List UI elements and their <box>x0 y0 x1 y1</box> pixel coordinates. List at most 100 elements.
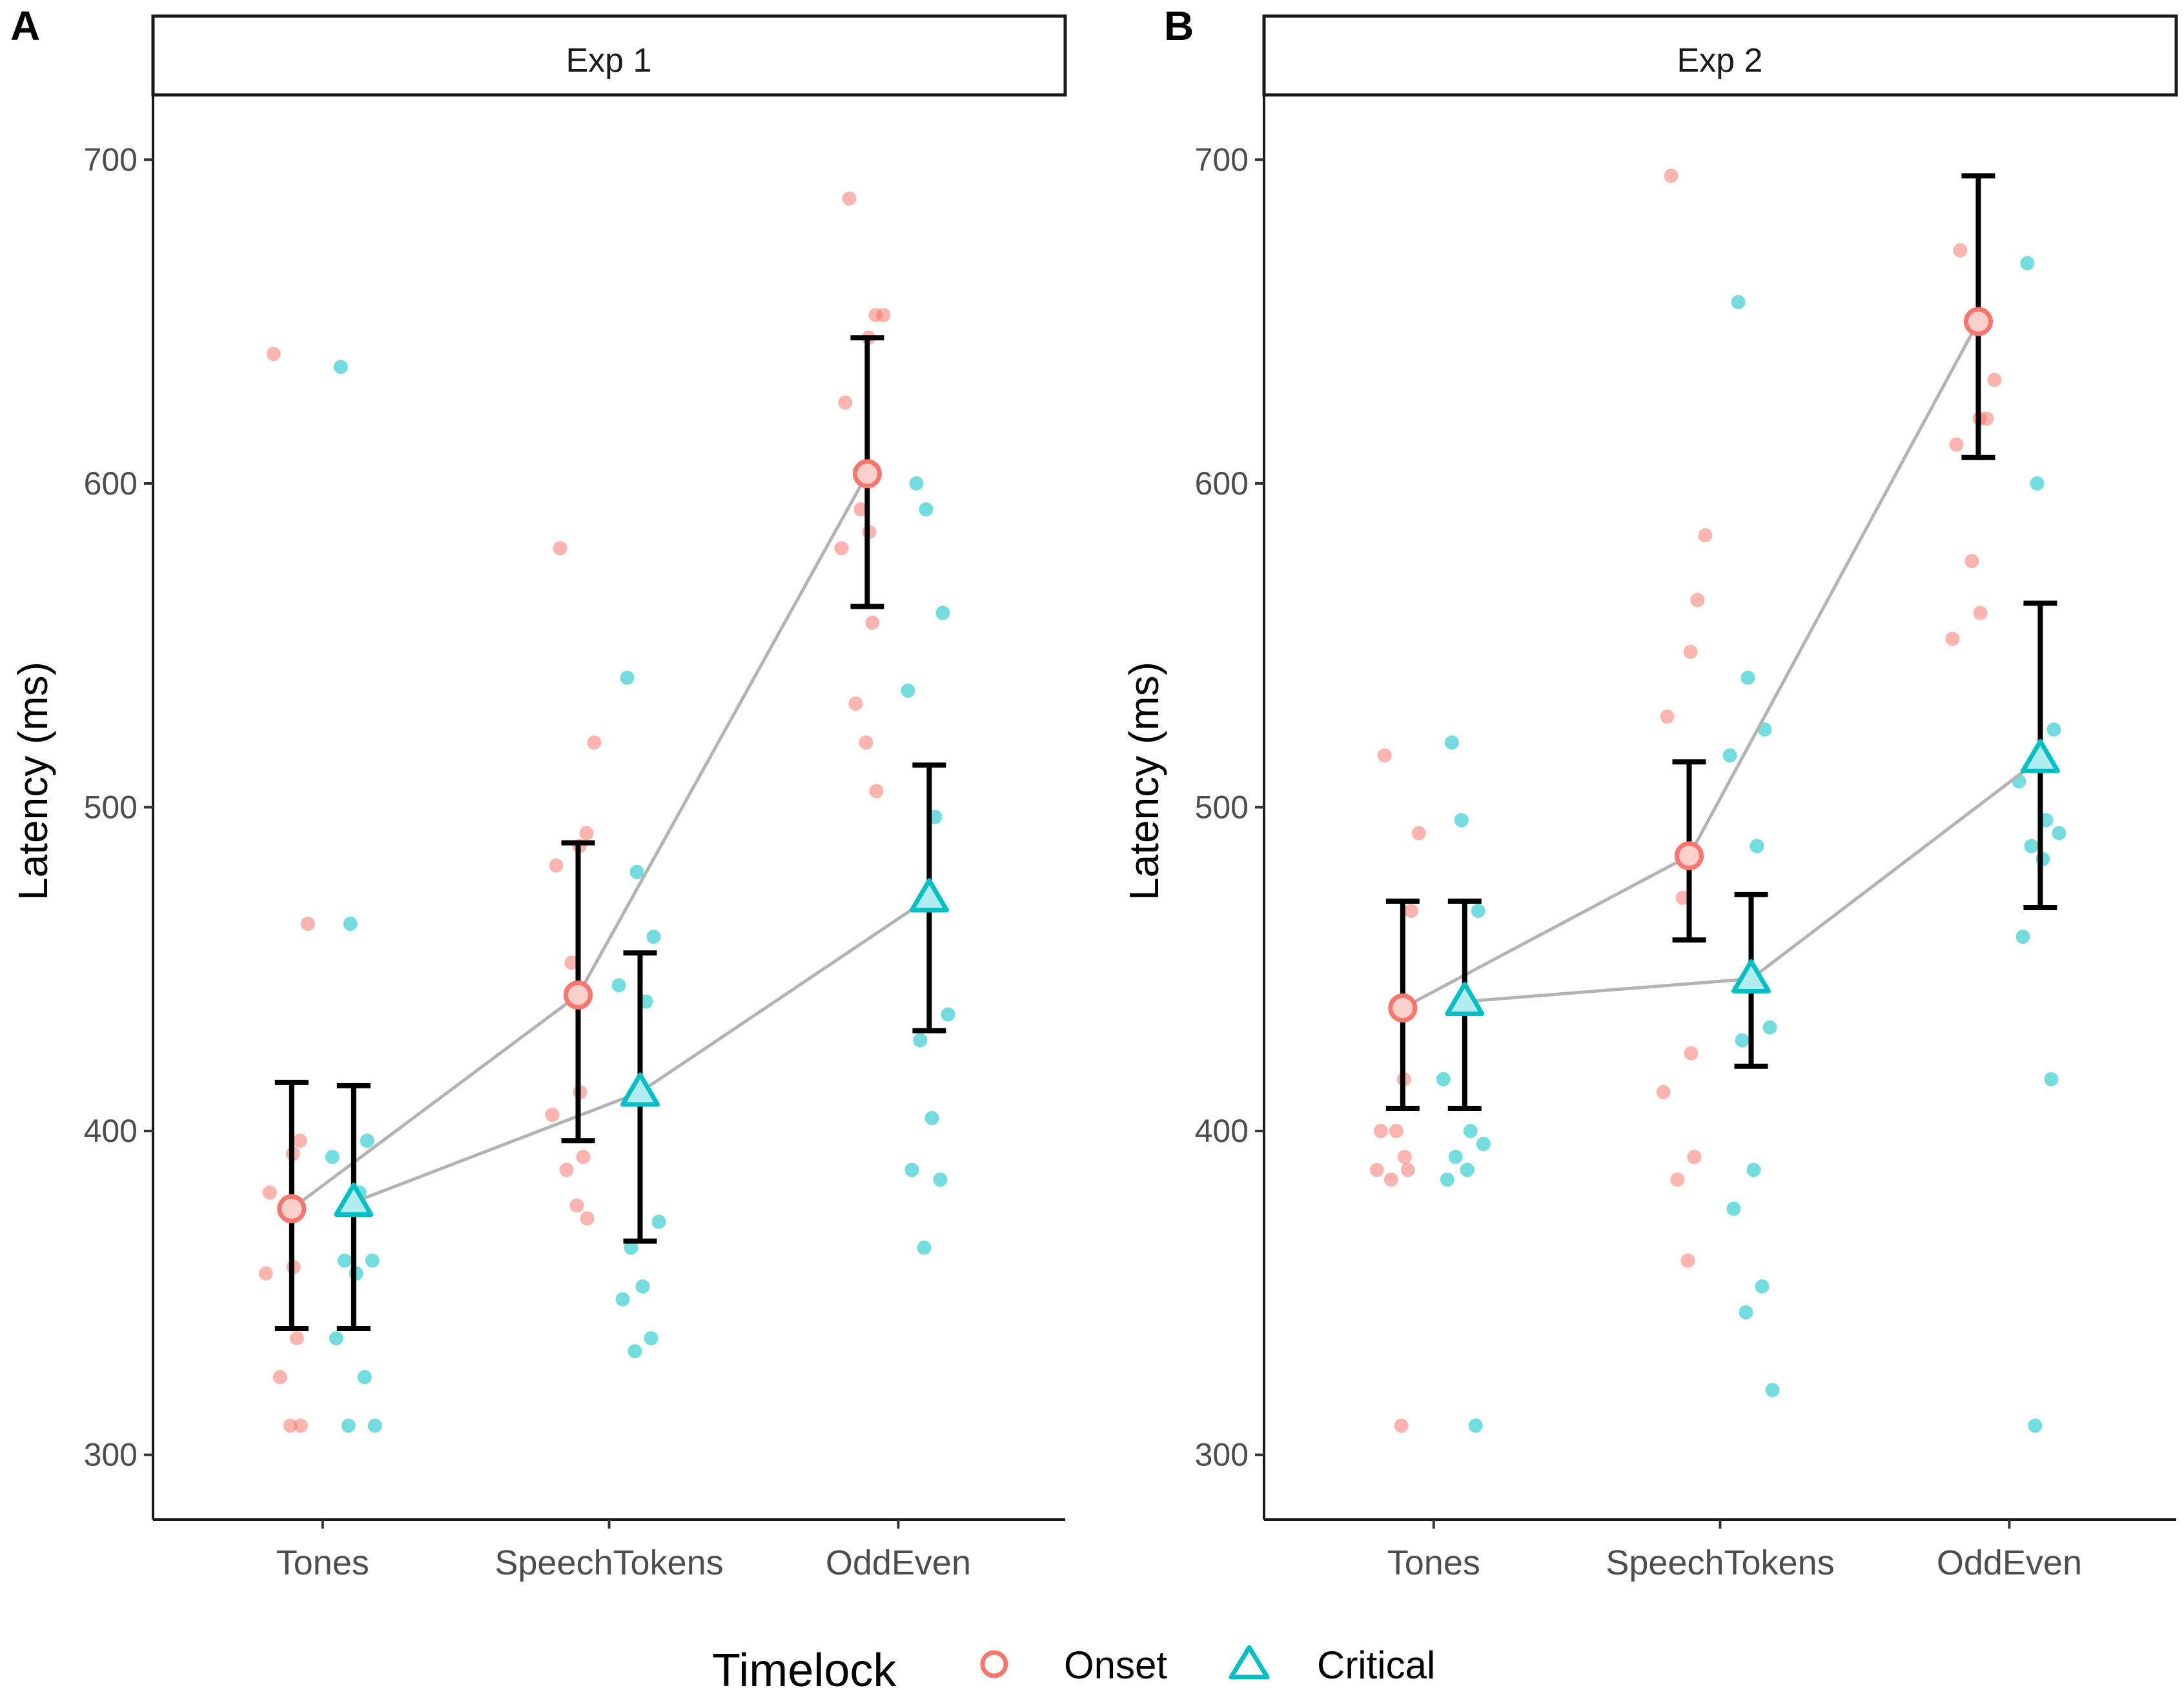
data-point-onset <box>1670 1172 1685 1187</box>
data-point-critical <box>1448 1150 1463 1165</box>
data-point-onset <box>1383 1172 1398 1187</box>
data-point-onset <box>1945 631 1960 646</box>
data-point-critical <box>1750 839 1764 853</box>
data-point-onset <box>1403 904 1418 919</box>
data-point-critical <box>941 1007 955 1022</box>
data-point-onset <box>842 191 857 206</box>
data-point-critical <box>1731 295 1746 310</box>
mean-point-critical <box>2020 738 2060 773</box>
data-point-critical <box>913 1033 928 1048</box>
mean-point-onset <box>564 980 593 1010</box>
data-point-critical <box>628 1344 642 1359</box>
data-point-critical <box>904 1163 919 1177</box>
strip-exp2 <box>1262 14 2178 97</box>
data-point-onset <box>1373 1124 1388 1139</box>
y-tick-label-500: 500 <box>1195 789 1249 826</box>
data-point-critical <box>2016 930 2030 944</box>
data-point-onset <box>865 615 880 630</box>
data-point-onset <box>1660 709 1675 724</box>
data-point-onset <box>1687 1150 1702 1165</box>
data-point-critical <box>1476 1137 1491 1152</box>
data-point-critical <box>341 1418 356 1433</box>
data-point-critical <box>2044 1072 2059 1086</box>
data-point-onset <box>1400 1163 1415 1177</box>
data-point-critical <box>615 1292 630 1307</box>
data-point-onset <box>838 395 853 410</box>
data-point-onset <box>1953 243 1968 258</box>
data-point-critical <box>1460 1163 1475 1177</box>
mean-point-critical <box>909 878 949 913</box>
data-point-critical <box>646 930 661 944</box>
x-tick-label-SpeechTokens: SpeechTokens <box>495 1543 723 1582</box>
data-point-onset <box>580 1211 595 1226</box>
data-point-onset <box>258 1266 273 1281</box>
data-point-onset <box>300 917 315 932</box>
y-tick-label-600: 600 <box>1195 465 1249 502</box>
legend-onset-marker <box>980 1650 1008 1678</box>
plot-area-exp1: 300 400 500 600 700 Tones SpeechTokens OddEven <box>84 95 1065 1582</box>
x-tick-label-Tones: Tones <box>1387 1543 1480 1582</box>
panel-label-a: A <box>10 3 40 49</box>
data-point-onset <box>272 1370 287 1385</box>
data-point-onset <box>1949 437 1964 452</box>
data-point-critical <box>933 1172 948 1187</box>
data-point-onset <box>1973 606 1988 620</box>
data-point-critical <box>329 1331 343 1346</box>
data-point-onset <box>262 1185 277 1200</box>
mean-point-onset <box>1675 841 1704 871</box>
data-point-critical <box>2030 476 2045 491</box>
data-point-critical <box>2024 839 2039 853</box>
data-point-onset <box>1683 644 1698 659</box>
data-point-critical <box>651 1214 666 1229</box>
mean-point-onset <box>1963 307 1993 336</box>
data-point-critical <box>337 1253 352 1268</box>
data-point-critical <box>1755 1279 1770 1294</box>
mean-point-critical <box>1731 959 1771 993</box>
data-point-critical <box>620 670 635 685</box>
data-point-critical <box>2046 722 2061 737</box>
data-point-onset <box>1987 372 2002 387</box>
data-point-critical <box>935 606 950 620</box>
data-point-onset <box>289 1331 304 1346</box>
x-tick-label-Tones: Tones <box>276 1543 369 1582</box>
data-point-onset <box>853 502 868 517</box>
legend-critical-label: Critical <box>1317 1644 1435 1687</box>
mean-point-onset <box>1388 993 1418 1023</box>
data-point-onset <box>1965 554 1979 569</box>
data-point-onset <box>576 1150 591 1165</box>
data-point-critical <box>2020 256 2035 270</box>
data-point-critical <box>333 360 348 374</box>
data-point-onset <box>1690 593 1705 607</box>
data-point-critical <box>1739 1305 1753 1319</box>
data-point-critical <box>1765 1383 1780 1398</box>
mean-point-onset <box>277 1194 307 1223</box>
data-point-onset <box>1656 1084 1671 1099</box>
strip-title-exp1: Exp 1 <box>566 42 652 79</box>
data-point-critical <box>1468 1418 1483 1433</box>
data-point-critical <box>1454 813 1469 828</box>
data-point-onset <box>559 1163 574 1177</box>
data-point-critical <box>611 978 626 993</box>
y-axis-title-exp1: Latency (ms) <box>10 662 56 901</box>
y-tick-label-500: 500 <box>84 789 138 826</box>
data-point-critical <box>1722 748 1737 763</box>
data-point-critical <box>325 1150 340 1165</box>
panel-exp2: B Exp 2 300 400 500 600 700 Tones SpeechTokens… <box>1121 3 2178 1582</box>
legend-title: Timelock <box>712 1645 897 1690</box>
mean-point-critical <box>334 1182 374 1217</box>
data-point-critical <box>1463 1124 1478 1139</box>
y-tick-label-300: 300 <box>84 1437 138 1473</box>
data-point-onset <box>1394 1418 1409 1433</box>
data-point-onset <box>1377 748 1392 763</box>
data-point-critical <box>629 864 644 879</box>
data-point-critical <box>917 1240 932 1255</box>
legend-critical-marker <box>1229 1645 1270 1680</box>
legend: Timelock Onset Critical <box>712 1644 1435 1690</box>
data-point-critical <box>901 683 915 698</box>
data-point-onset <box>1675 890 1690 905</box>
data-point-onset <box>1698 528 1713 543</box>
data-point-onset <box>587 735 602 750</box>
data-point-onset <box>564 955 579 970</box>
